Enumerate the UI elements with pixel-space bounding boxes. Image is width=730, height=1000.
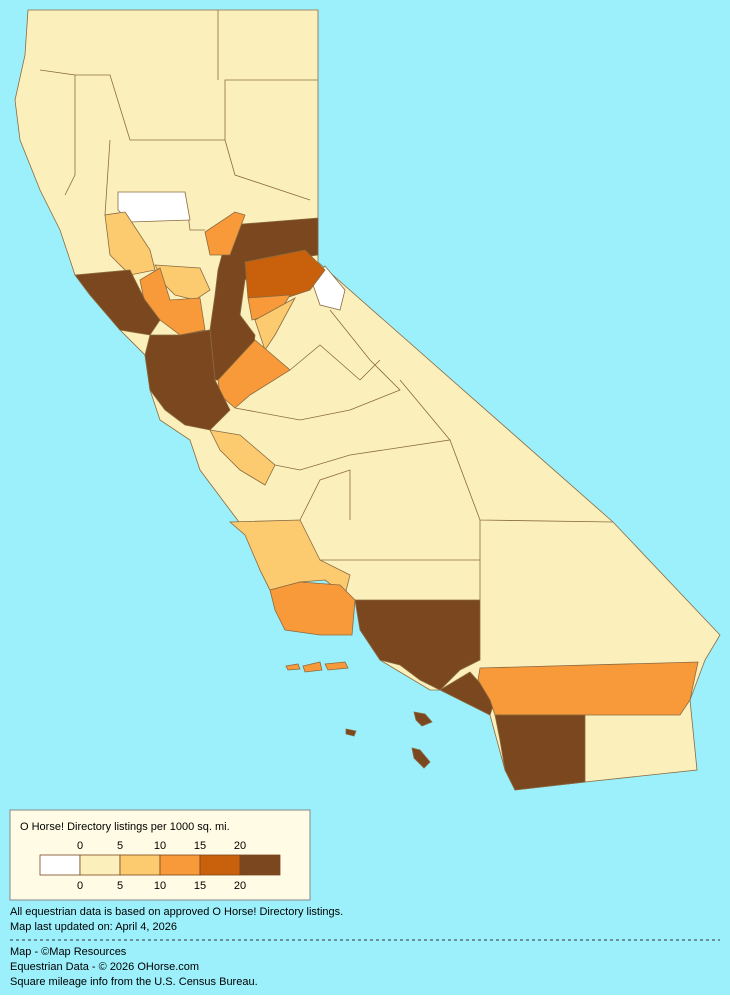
note: All equestrian data is based on approved…	[10, 906, 343, 918]
county-border	[39, 69, 76, 196]
county-border	[399, 379, 451, 441]
legend: O Horse! Directory listings per 1000 sq.…	[9, 809, 311, 901]
county	[354, 599, 481, 691]
legend-break-label: 5	[117, 840, 123, 852]
island	[411, 747, 431, 769]
county-border	[274, 439, 614, 523]
legend-break-label: 10	[154, 840, 166, 852]
legend-break-label: 20	[234, 840, 246, 852]
county	[254, 296, 296, 351]
legend-break-label: 0	[77, 880, 83, 892]
legend-swatch	[199, 854, 241, 876]
county-border	[299, 469, 351, 521]
legend-title: O Horse! Directory listings per 1000 sq.…	[20, 821, 230, 833]
map	[14, 9, 721, 791]
county	[269, 581, 356, 636]
county-border	[75, 74, 318, 141]
legend-break-label: 10	[154, 880, 166, 892]
legend-swatch	[79, 854, 121, 876]
credit: Map - ©Map Resources	[10, 946, 127, 958]
island	[302, 661, 323, 673]
legend-break-label: 15	[194, 840, 206, 852]
county	[477, 661, 699, 716]
county	[494, 714, 586, 791]
county-border	[224, 139, 311, 201]
legend-break-label: 5	[117, 880, 123, 892]
island	[285, 663, 301, 671]
legend-swatches: 0 0 5 5 10 10 15 15 20 20	[39, 840, 281, 892]
island	[324, 661, 349, 671]
note: Map last updated on: April 4, 2026	[10, 921, 177, 933]
county	[209, 429, 276, 486]
legend-break-label: 20	[234, 880, 246, 892]
legend-swatch	[159, 854, 201, 876]
island	[345, 728, 357, 737]
legend-swatch	[39, 854, 81, 876]
island	[413, 711, 433, 727]
legend-break-label: 0	[77, 840, 83, 852]
credit: Square mileage info from the U.S. Census…	[10, 976, 258, 988]
legend-swatch	[119, 854, 161, 876]
county	[204, 211, 246, 256]
county-border	[234, 309, 401, 421]
legend-break-label: 15	[194, 880, 206, 892]
credit: Equestrian Data - © 2026 OHorse.com	[10, 961, 199, 973]
county	[117, 191, 191, 223]
county	[217, 339, 291, 409]
county	[228, 519, 351, 596]
county-border	[289, 344, 381, 381]
legend-swatch	[239, 854, 281, 876]
county	[104, 211, 156, 276]
county	[74, 269, 161, 336]
